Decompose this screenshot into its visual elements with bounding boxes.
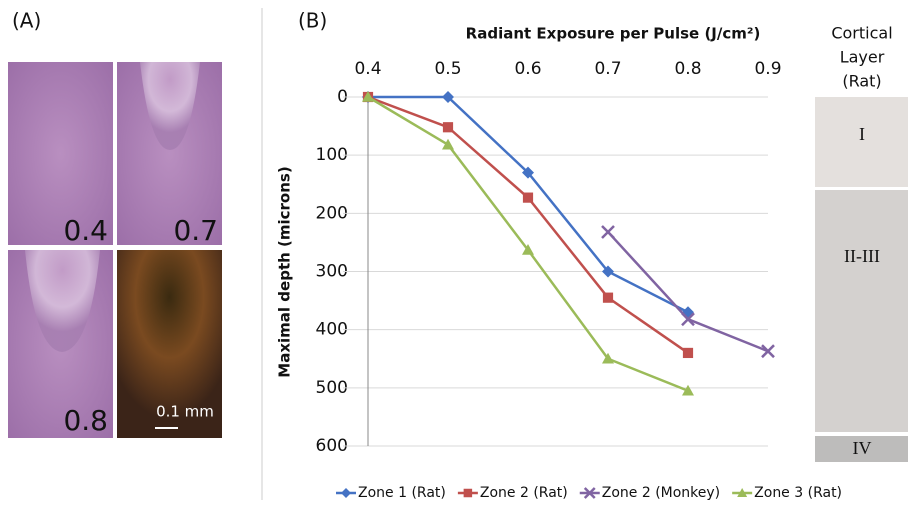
marker bbox=[341, 488, 351, 498]
layer-label: I bbox=[859, 124, 865, 144]
fluorescence-image bbox=[117, 250, 222, 438]
marker bbox=[682, 384, 694, 396]
x-tick-label: 0.9 bbox=[754, 59, 781, 79]
marker bbox=[463, 488, 473, 498]
y-tick-label: 0 bbox=[337, 87, 348, 107]
marker bbox=[601, 225, 615, 239]
y-tick-label: 100 bbox=[316, 145, 348, 165]
marker bbox=[602, 292, 614, 303]
y-axis-title: Maximal depth (microns) bbox=[276, 166, 294, 377]
layer-band bbox=[815, 436, 908, 462]
image-label: 0.8 bbox=[63, 404, 108, 437]
layer-title: Layer bbox=[840, 48, 885, 67]
series-line bbox=[367, 95, 689, 354]
marker bbox=[682, 347, 694, 359]
lesion bbox=[25, 250, 100, 352]
layer-band bbox=[815, 190, 908, 432]
legend-label: Zone 1 (Rat) bbox=[358, 485, 446, 501]
marker bbox=[522, 243, 534, 255]
x-tick-label: 0.4 bbox=[354, 59, 381, 79]
y-tick-label: 400 bbox=[316, 320, 348, 340]
x-tick-label: 0.5 bbox=[434, 59, 461, 79]
x-tick-label: 0.8 bbox=[674, 59, 701, 79]
series-line bbox=[607, 231, 769, 353]
series-line bbox=[368, 95, 689, 314]
image-label: 0.7 bbox=[173, 214, 218, 247]
x-tick-label: 0.7 bbox=[594, 59, 621, 79]
layer-title: (Rat) bbox=[842, 72, 881, 91]
image-label: 0.4 bbox=[63, 214, 108, 247]
marker bbox=[442, 91, 454, 103]
legend-label: Zone 2 (Monkey) bbox=[602, 485, 720, 501]
scale-bar-label: 0.1 mm bbox=[156, 403, 214, 421]
legend-label: Zone 2 (Rat) bbox=[480, 485, 568, 501]
y-tick-label: 300 bbox=[316, 262, 348, 282]
layer-label: II-III bbox=[844, 246, 880, 266]
marker bbox=[737, 488, 748, 497]
lesion bbox=[140, 62, 200, 150]
marker bbox=[522, 192, 534, 203]
histology-image bbox=[8, 62, 113, 245]
marker bbox=[602, 352, 614, 364]
marker bbox=[583, 487, 596, 499]
layer-title: Cortical bbox=[831, 24, 892, 43]
layer-label: IV bbox=[853, 438, 872, 458]
marker bbox=[442, 122, 454, 133]
marker bbox=[362, 91, 374, 102]
layer-band bbox=[815, 97, 908, 187]
marker bbox=[522, 166, 534, 179]
marker bbox=[602, 265, 614, 278]
series-line bbox=[367, 95, 689, 392]
marker bbox=[761, 344, 775, 359]
y-tick-label: 500 bbox=[316, 378, 348, 398]
marker bbox=[681, 312, 695, 327]
x-tick-label: 0.6 bbox=[514, 59, 541, 79]
y-tick-label: 600 bbox=[316, 436, 348, 456]
x-axis-title: Radiant Exposure per Pulse (J/cm²) bbox=[466, 25, 761, 43]
panel-label: (A) bbox=[12, 9, 41, 33]
marker bbox=[442, 138, 454, 150]
legend-label: Zone 3 (Rat) bbox=[754, 485, 842, 501]
panel-label: (B) bbox=[298, 9, 327, 33]
y-tick-label: 200 bbox=[316, 203, 348, 223]
